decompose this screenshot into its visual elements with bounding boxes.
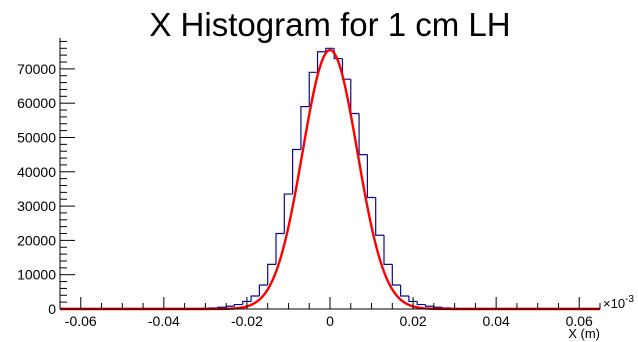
histogram-bin (316, 51, 326, 73)
x-tick-label: -0.04 (148, 313, 180, 329)
x-axis-exponent-power: -3 (625, 294, 634, 305)
y-tick-label: 30000 (17, 198, 56, 214)
histogram-bin (408, 295, 418, 303)
x-tick-label: -0.06 (65, 313, 97, 329)
y-tick-label: 70000 (17, 61, 56, 77)
histogram-bin (391, 264, 401, 286)
y-tick-label: 10000 (17, 267, 56, 283)
fit-curve (60, 48, 600, 311)
y-tick-label: 60000 (17, 95, 56, 111)
histogram-bin (424, 304, 434, 307)
histogram-bin (242, 300, 252, 305)
histogram-bin (325, 47, 335, 52)
x-tick-label: -0.02 (231, 313, 263, 329)
histogram-bin (225, 305, 235, 308)
y-tick-label: 20000 (17, 232, 56, 248)
histogram-layer (60, 47, 600, 310)
histogram-bin (400, 284, 409, 297)
x-tick-label: 0 (326, 313, 334, 329)
histogram-bin (267, 263, 276, 285)
histogram-bin (358, 113, 368, 156)
histogram-bin (292, 148, 301, 195)
fit-layer (60, 48, 600, 311)
chart-title: X Histogram for 1 cm LH (149, 6, 510, 43)
histogram-bin (233, 303, 243, 307)
histogram-bin (366, 154, 376, 199)
axes: 0 10000 20000 30000 40000 50000 60000 70000 -0.0… (17, 38, 601, 329)
x-tick-label: 0.02 (399, 313, 426, 329)
histogram-bin (383, 235, 393, 266)
histogram-bin (275, 232, 285, 265)
x-axis-exponent-base: ×10 (603, 296, 625, 311)
y-tick-label: 50000 (17, 129, 56, 145)
histogram-bin (308, 71, 318, 107)
histogram-bin (350, 79, 360, 115)
histogram-bin (300, 106, 310, 150)
histogram-bin (258, 284, 268, 296)
histogram-bin (250, 295, 260, 302)
histogram-bin (433, 306, 443, 308)
x-tick-label: 0.06 (566, 313, 593, 329)
y-tick-label: 0 (48, 301, 56, 317)
x-axis-label: X (m) (568, 326, 600, 341)
x-axis-exponent: ×10-3 (603, 294, 634, 311)
x-tick-label: 0.04 (483, 313, 510, 329)
histogram-bin (283, 193, 293, 234)
histogram-bin (375, 197, 384, 236)
histogram-bin (416, 301, 426, 306)
y-tick-label: 40000 (17, 164, 56, 180)
